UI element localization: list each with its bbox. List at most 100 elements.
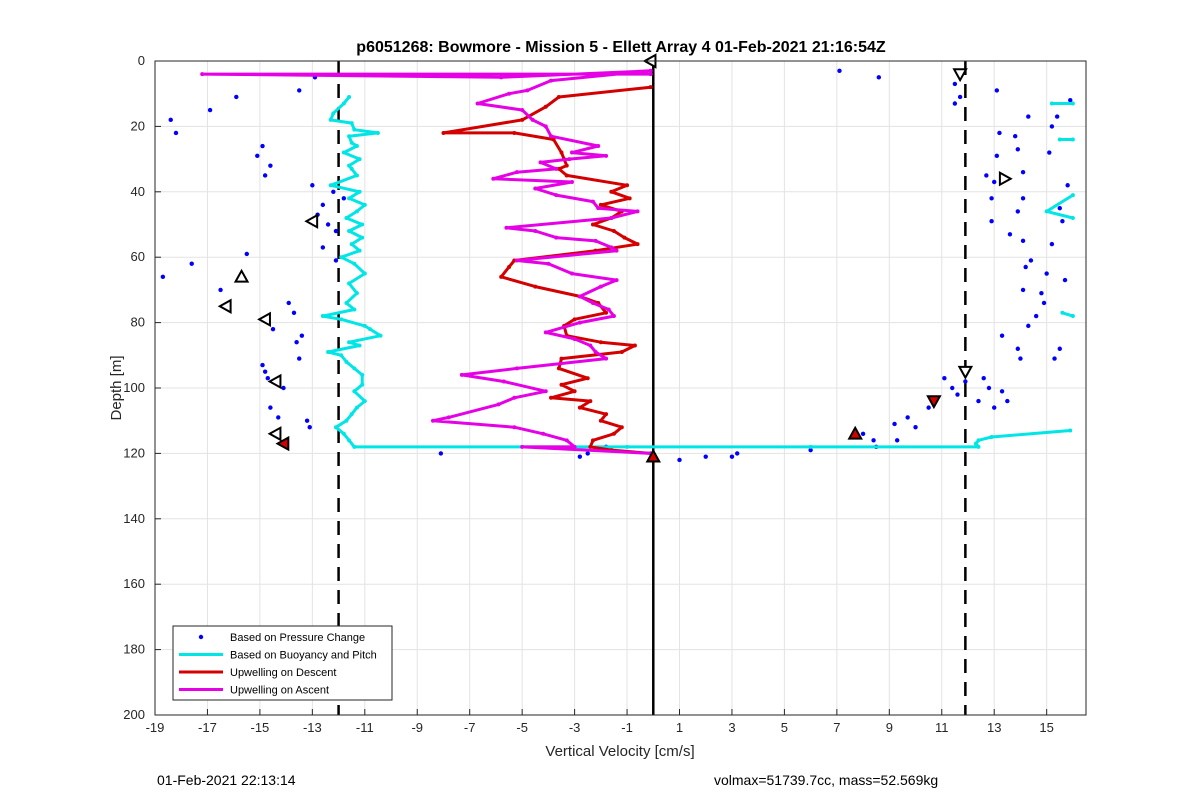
series [160,68,1075,463]
series-point [347,163,352,168]
series-point [360,222,365,227]
series-point [989,435,994,440]
triangle-marker [952,68,968,83]
pressure-point [168,117,173,123]
series-point [357,343,362,348]
y-tick-label: 140 [123,511,145,526]
pressure-point [963,379,968,384]
series-point [375,130,380,135]
pressure-point [1028,258,1034,263]
y-tick-label: 200 [123,707,145,722]
pressure-point [189,261,194,266]
triangle-marker [233,268,250,283]
pressure-point [281,385,286,391]
series-point [360,235,365,240]
series-point [341,150,346,155]
grid [154,60,1086,716]
series-point [1070,101,1075,106]
x-tick-label: 7 [833,720,840,735]
series-point [349,140,354,145]
pressure-point [1007,232,1013,237]
series-point [543,389,548,394]
y-tick-label: 100 [123,380,145,395]
pressure-point [860,431,866,436]
series-point [349,166,354,171]
series-point [512,395,517,400]
triangle-marker [257,311,271,328]
pressure-point [268,405,273,410]
series-point [357,189,362,194]
series-point [514,366,519,371]
pressure-point [218,287,223,293]
legend-label: Based on Buoyancy and Pitch [230,650,377,662]
series-point [354,291,359,296]
series-point [808,444,813,449]
series-point [349,121,354,126]
y-tick-label: 160 [123,576,145,591]
series-point [354,209,359,214]
pressure-point [913,425,918,430]
series-point [598,340,603,345]
series-point [514,258,519,263]
markers [217,53,1013,463]
x-tick-label: -1 [621,720,633,735]
pressure-point [1020,238,1026,244]
x-tick-label: -11 [356,720,374,735]
series-point [593,350,598,355]
pressure-point [981,375,986,381]
pressure-point [173,130,179,136]
pressure-point [950,385,955,391]
series-point [362,399,367,404]
series-point [362,202,367,207]
series-point [973,441,978,446]
series-point [596,144,601,149]
x-tick-label: 1 [676,720,683,735]
pressure-point [207,107,213,113]
y-axis-label: Depth [m] [108,355,125,420]
pressure-point [268,163,273,168]
triangle-marker [998,171,1013,187]
series-point [352,444,357,449]
pressure-point [876,75,882,80]
series-point [606,307,611,312]
series-point [499,274,504,279]
reference-lines [337,61,967,715]
pressure-point [1049,124,1055,129]
legend-label: Upwelling on Ascent [230,685,329,697]
series-point [564,173,569,178]
series-point [339,317,344,322]
pressure-point [942,375,947,381]
series-point [1070,215,1075,220]
triangle-marker [926,395,942,410]
x-tick-label: -15 [251,720,270,735]
series-point [360,382,365,387]
triangle-marker [847,425,863,440]
y-tick-label: 20 [131,118,145,133]
pressure-point [677,457,682,463]
pressure-point [262,173,268,178]
pressure-point [1020,196,1026,201]
x-tick-label: 11 [935,720,949,735]
pressure-point [291,310,297,315]
y-tick-label: 60 [131,249,145,264]
series-point [577,294,582,299]
pressure-point [837,68,842,74]
pressure-point [1054,114,1060,119]
series-line [442,85,651,455]
series-point [1060,310,1065,315]
series-point [585,376,590,381]
legend: Based on Pressure Change Based on Buoyanc… [172,625,393,701]
x-tick-label: -19 [146,720,165,735]
series-point [543,330,548,335]
series-point [546,261,551,266]
series-point [590,300,595,305]
series-point [341,431,346,436]
legend-swatch-point [198,634,204,640]
series-point [530,117,535,122]
pressure-point [297,88,302,93]
series-point [598,418,603,423]
series-point [609,189,614,194]
series-line [321,96,1071,449]
series-point [1044,209,1049,214]
